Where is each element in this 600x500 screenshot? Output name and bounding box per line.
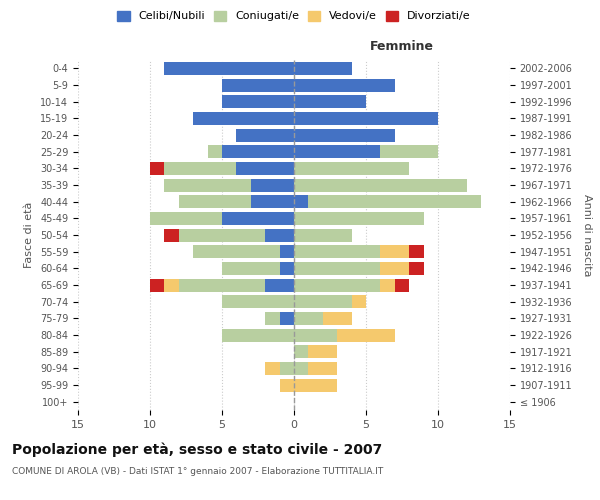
Bar [294, 328, 337, 342]
Bar [222, 262, 280, 275]
Bar [251, 195, 294, 208]
Bar [380, 245, 409, 258]
Bar [222, 212, 294, 225]
Bar [236, 128, 294, 141]
Bar [265, 362, 280, 375]
Bar [294, 212, 424, 225]
Bar [222, 78, 294, 92]
Bar [395, 278, 409, 291]
Bar [294, 228, 352, 241]
Bar [179, 278, 265, 291]
Bar [294, 345, 308, 358]
Bar [323, 312, 352, 325]
Bar [280, 362, 294, 375]
Bar [222, 295, 294, 308]
Bar [294, 112, 438, 125]
Bar [280, 245, 294, 258]
Bar [409, 245, 424, 258]
Bar [352, 295, 366, 308]
Bar [265, 312, 280, 325]
Bar [294, 62, 352, 75]
Bar [236, 162, 294, 175]
Bar [294, 178, 467, 192]
Text: COMUNE DI AROLA (VB) - Dati ISTAT 1° gennaio 2007 - Elaborazione TUTTITALIA.IT: COMUNE DI AROLA (VB) - Dati ISTAT 1° gen… [12, 468, 383, 476]
Bar [380, 278, 395, 291]
Bar [222, 145, 294, 158]
Bar [294, 278, 380, 291]
Text: Popolazione per età, sesso e stato civile - 2007: Popolazione per età, sesso e stato civil… [12, 442, 382, 457]
Bar [294, 145, 380, 158]
Bar [294, 362, 308, 375]
Bar [294, 262, 380, 275]
Bar [294, 95, 366, 108]
Bar [150, 212, 222, 225]
Bar [164, 62, 294, 75]
Y-axis label: Fasce di età: Fasce di età [25, 202, 34, 268]
Bar [294, 162, 409, 175]
Bar [251, 178, 294, 192]
Bar [164, 178, 251, 192]
Bar [294, 195, 308, 208]
Bar [308, 195, 481, 208]
Bar [164, 228, 179, 241]
Bar [280, 262, 294, 275]
Bar [179, 228, 265, 241]
Bar [337, 328, 395, 342]
Bar [380, 262, 409, 275]
Bar [208, 145, 222, 158]
Bar [222, 95, 294, 108]
Bar [308, 345, 337, 358]
Bar [164, 162, 236, 175]
Bar [294, 128, 395, 141]
Bar [150, 162, 164, 175]
Bar [280, 378, 294, 392]
Bar [294, 378, 337, 392]
Bar [164, 278, 179, 291]
Bar [380, 145, 438, 158]
Legend: Celibi/Nubili, Coniugati/e, Vedovi/e, Divorziati/e: Celibi/Nubili, Coniugati/e, Vedovi/e, Di… [118, 10, 470, 22]
Bar [280, 312, 294, 325]
Bar [150, 278, 164, 291]
Bar [265, 278, 294, 291]
Y-axis label: Anni di nascita: Anni di nascita [582, 194, 592, 276]
Bar [222, 328, 294, 342]
Bar [308, 362, 337, 375]
Bar [193, 245, 280, 258]
Bar [294, 245, 380, 258]
Bar [294, 78, 395, 92]
Bar [193, 112, 294, 125]
Bar [179, 195, 251, 208]
Bar [409, 262, 424, 275]
Text: Femmine: Femmine [370, 40, 434, 53]
Bar [294, 312, 323, 325]
Bar [294, 295, 352, 308]
Bar [265, 228, 294, 241]
